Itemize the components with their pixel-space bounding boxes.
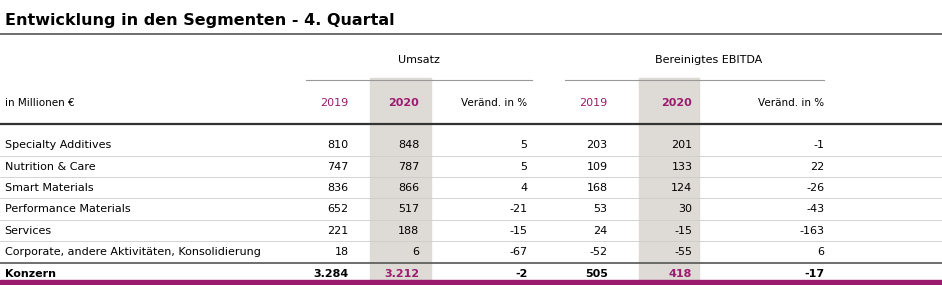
Text: -15: -15 <box>510 226 528 236</box>
Text: Konzern: Konzern <box>5 269 56 279</box>
Text: -17: -17 <box>804 269 824 279</box>
Text: 133: 133 <box>672 162 692 172</box>
Text: 221: 221 <box>327 226 349 236</box>
Text: 188: 188 <box>398 226 419 236</box>
Text: 109: 109 <box>587 162 608 172</box>
Text: 18: 18 <box>334 247 349 257</box>
Text: 24: 24 <box>593 226 608 236</box>
Text: 848: 848 <box>398 140 419 150</box>
Text: 4: 4 <box>520 183 528 193</box>
Text: 22: 22 <box>810 162 824 172</box>
Text: 836: 836 <box>328 183 349 193</box>
Text: 810: 810 <box>328 140 349 150</box>
Text: Entwicklung in den Segmenten - 4. Quartal: Entwicklung in den Segmenten - 4. Quarta… <box>5 13 395 28</box>
Text: 2020: 2020 <box>388 97 419 108</box>
Text: 2020: 2020 <box>661 97 692 108</box>
Text: -1: -1 <box>813 140 824 150</box>
Text: Nutrition & Care: Nutrition & Care <box>5 162 95 172</box>
Text: 3.212: 3.212 <box>384 269 419 279</box>
Text: -21: -21 <box>510 204 528 215</box>
Text: 5: 5 <box>521 140 528 150</box>
Text: Services: Services <box>5 226 52 236</box>
Text: 6: 6 <box>818 247 824 257</box>
Text: -26: -26 <box>806 183 824 193</box>
Text: Veränd. in %: Veränd. in % <box>462 97 528 108</box>
Text: 517: 517 <box>398 204 419 215</box>
Text: 3.284: 3.284 <box>314 269 349 279</box>
Text: Corporate, andere Aktivitäten, Konsolidierung: Corporate, andere Aktivitäten, Konsolidi… <box>5 247 261 257</box>
Text: -55: -55 <box>674 247 692 257</box>
Text: -67: -67 <box>510 247 528 257</box>
Text: 201: 201 <box>672 140 692 150</box>
Text: 866: 866 <box>398 183 419 193</box>
Text: 124: 124 <box>671 183 692 193</box>
Text: 2019: 2019 <box>579 97 608 108</box>
Text: Umsatz: Umsatz <box>398 55 440 65</box>
Text: Specialty Additives: Specialty Additives <box>5 140 111 150</box>
Text: Smart Materials: Smart Materials <box>5 183 93 193</box>
Text: 203: 203 <box>587 140 608 150</box>
Text: 2019: 2019 <box>320 97 349 108</box>
Text: Bereinigtes EBITDA: Bereinigtes EBITDA <box>656 55 762 65</box>
Text: -2: -2 <box>515 269 528 279</box>
Text: 787: 787 <box>398 162 419 172</box>
Text: 747: 747 <box>327 162 349 172</box>
Bar <box>639 78 699 285</box>
Text: 53: 53 <box>593 204 608 215</box>
Text: 30: 30 <box>678 204 692 215</box>
Text: -52: -52 <box>590 247 608 257</box>
Text: -15: -15 <box>674 226 692 236</box>
Bar <box>370 78 431 285</box>
Bar <box>0 280 942 285</box>
Text: 652: 652 <box>328 204 349 215</box>
Text: -43: -43 <box>806 204 824 215</box>
Text: 6: 6 <box>413 247 419 257</box>
Text: -163: -163 <box>799 226 824 236</box>
Text: 168: 168 <box>587 183 608 193</box>
Text: Performance Materials: Performance Materials <box>5 204 130 215</box>
Text: 418: 418 <box>669 269 692 279</box>
Text: in Millionen €: in Millionen € <box>5 97 74 108</box>
Text: Veränd. in %: Veränd. in % <box>758 97 824 108</box>
Text: 505: 505 <box>585 269 608 279</box>
Text: 5: 5 <box>521 162 528 172</box>
